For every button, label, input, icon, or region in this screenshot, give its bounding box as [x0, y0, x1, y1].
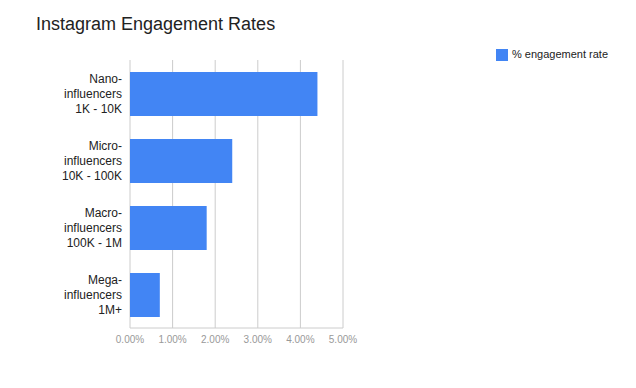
svg-text:5.00%: 5.00%: [329, 334, 357, 345]
svg-text:3.00%: 3.00%: [244, 334, 272, 345]
svg-text:2.00%: 2.00%: [201, 334, 229, 345]
svg-text:Mega-influencers1M+: Mega-influencers1M+: [64, 273, 122, 317]
svg-text:0.00%: 0.00%: [116, 334, 144, 345]
svg-text:Nano-influencers1K - 10K: Nano-influencers1K - 10K: [64, 72, 122, 116]
html-text:% engagement rate: % engagement rate: [512, 48, 608, 60]
svg-text:Macro-influencers100K - 1M: Macro-influencers100K - 1M: [64, 206, 122, 250]
svg-text:4.00%: 4.00%: [286, 334, 314, 345]
html-text:Instagram Engagement Rates: Instagram Engagement Rates: [36, 14, 276, 34]
svg-text:Micro-influencers10K - 100K: Micro-influencers10K - 100K: [62, 139, 122, 183]
svg-text:1.00%: 1.00%: [158, 334, 186, 345]
